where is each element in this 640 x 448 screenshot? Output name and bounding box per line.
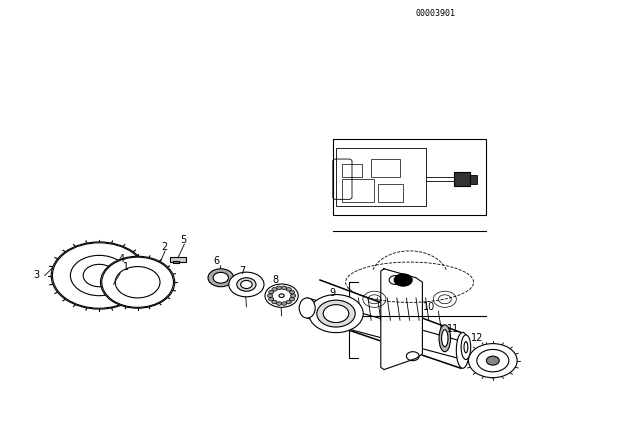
Bar: [342, 164, 362, 177]
Circle shape: [100, 256, 175, 308]
Circle shape: [208, 269, 234, 287]
Ellipse shape: [323, 305, 349, 323]
Ellipse shape: [229, 272, 264, 297]
Bar: [336, 148, 426, 206]
Bar: [342, 179, 374, 202]
Text: 6: 6: [213, 256, 220, 266]
Circle shape: [51, 242, 147, 309]
Text: 4: 4: [118, 254, 125, 264]
Bar: [333, 139, 486, 215]
Ellipse shape: [282, 286, 287, 289]
Circle shape: [102, 257, 173, 307]
Text: 11: 11: [447, 323, 459, 333]
Text: 12: 12: [471, 333, 483, 343]
Ellipse shape: [268, 294, 273, 297]
Bar: [454, 172, 470, 186]
Ellipse shape: [442, 330, 448, 347]
Ellipse shape: [461, 335, 471, 359]
Bar: [170, 257, 186, 262]
Text: 5: 5: [180, 235, 187, 245]
Ellipse shape: [272, 300, 277, 304]
Ellipse shape: [276, 302, 282, 306]
Ellipse shape: [309, 295, 364, 332]
Circle shape: [213, 272, 228, 283]
Ellipse shape: [289, 297, 294, 301]
Ellipse shape: [282, 302, 287, 306]
Circle shape: [394, 273, 413, 287]
Ellipse shape: [291, 294, 296, 297]
Ellipse shape: [286, 300, 291, 304]
Polygon shape: [381, 269, 422, 370]
Ellipse shape: [456, 332, 469, 368]
Ellipse shape: [265, 284, 298, 307]
Ellipse shape: [439, 325, 451, 352]
Ellipse shape: [464, 342, 468, 353]
Ellipse shape: [272, 288, 277, 291]
Bar: [378, 184, 403, 202]
Circle shape: [52, 243, 146, 308]
Ellipse shape: [289, 290, 294, 294]
Bar: [470, 175, 477, 184]
Ellipse shape: [269, 297, 274, 301]
Ellipse shape: [237, 278, 256, 291]
Text: 2: 2: [161, 241, 168, 251]
Ellipse shape: [286, 288, 291, 291]
Ellipse shape: [241, 280, 252, 289]
Text: 3: 3: [33, 270, 40, 280]
Circle shape: [486, 356, 499, 365]
Text: 00003901: 00003901: [415, 9, 455, 18]
Ellipse shape: [276, 286, 282, 289]
Ellipse shape: [317, 300, 355, 327]
Bar: [371, 159, 400, 177]
Ellipse shape: [269, 290, 274, 294]
Text: 10: 10: [423, 302, 435, 312]
Bar: [173, 261, 179, 263]
Text: 9: 9: [330, 288, 336, 297]
Ellipse shape: [300, 298, 315, 318]
Text: 8: 8: [272, 275, 278, 285]
Text: 1: 1: [123, 262, 129, 272]
Text: 7: 7: [239, 266, 245, 276]
Circle shape: [468, 344, 517, 378]
